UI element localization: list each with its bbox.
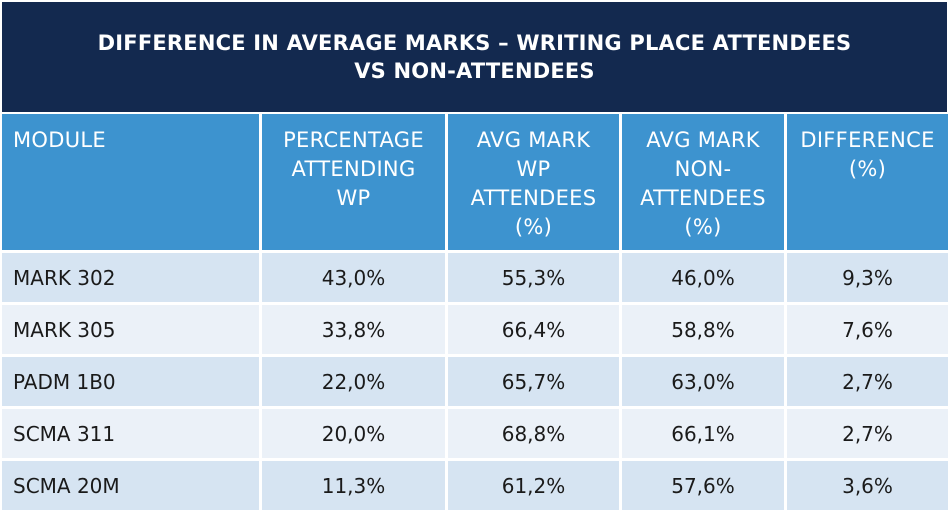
cell-difference: 2,7% [787,357,948,409]
table-row: MARK 305 33,8% 66,4% 58,8% 7,6% [2,305,948,357]
title-bar: DIFFERENCE IN AVERAGE MARKS – WRITING PL… [2,2,947,112]
header-module: MODULE [2,114,262,253]
cell-difference: 3,6% [787,461,948,513]
table-row: MARK 302 43,0% 55,3% 46,0% 9,3% [2,253,948,305]
cell-difference: 9,3% [787,253,948,305]
table-row: SCMA 311 20,0% 68,8% 66,1% 2,7% [2,409,948,461]
header-module-label: MODULE [13,128,106,152]
header-row: MODULE PERCENTAGE ATTENDING WP AVG MARK … [2,114,948,253]
cell-module: MARK 305 [2,305,262,357]
cell-module: MARK 302 [2,253,262,305]
header-difference: DIFFERENCE (%) [787,114,948,253]
cell-avg-mark-attendees: 65,7% [448,357,622,409]
cell-percentage-attending: 11,3% [262,461,448,513]
cell-module: SCMA 311 [2,409,262,461]
header-avg-mark-non-attendees: AVG MARK NON-ATTENDEES (%) [622,114,787,253]
cell-module: SCMA 20M [2,461,262,513]
cell-module: PADM 1B0 [2,357,262,409]
cell-difference: 7,6% [787,305,948,357]
header-avg-mark-non-attendees-label: AVG MARK NON-ATTENDEES (%) [640,128,766,239]
header-difference-label: DIFFERENCE (%) [800,128,935,181]
table-body: MARK 302 43,0% 55,3% 46,0% 9,3% MARK 305… [2,253,948,513]
header-avg-mark-attendees-label: AVG MARK WP ATTENDEES (%) [470,128,597,239]
table-row: SCMA 20M 11,3% 61,2% 57,6% 3,6% [2,461,948,513]
table-header: MODULE PERCENTAGE ATTENDING WP AVG MARK … [2,114,948,253]
cell-avg-mark-non-attendees: 58,8% [622,305,787,357]
cell-percentage-attending: 33,8% [262,305,448,357]
cell-percentage-attending: 43,0% [262,253,448,305]
header-avg-mark-attendees: AVG MARK WP ATTENDEES (%) [448,114,622,253]
table-row: PADM 1B0 22,0% 65,7% 63,0% 2,7% [2,357,948,409]
marks-table: MODULE PERCENTAGE ATTENDING WP AVG MARK … [2,114,948,513]
table-title: DIFFERENCE IN AVERAGE MARKS – WRITING PL… [97,31,852,83]
cell-avg-mark-non-attendees: 46,0% [622,253,787,305]
cell-avg-mark-non-attendees: 63,0% [622,357,787,409]
header-percentage-attending: PERCENTAGE ATTENDING WP [262,114,448,253]
cell-avg-mark-non-attendees: 57,6% [622,461,787,513]
cell-percentage-attending: 22,0% [262,357,448,409]
cell-avg-mark-attendees: 66,4% [448,305,622,357]
cell-avg-mark-attendees: 68,8% [448,409,622,461]
cell-avg-mark-non-attendees: 66,1% [622,409,787,461]
cell-avg-mark-attendees: 61,2% [448,461,622,513]
cell-difference: 2,7% [787,409,948,461]
cell-avg-mark-attendees: 55,3% [448,253,622,305]
cell-percentage-attending: 20,0% [262,409,448,461]
header-percentage-attending-label: PERCENTAGE ATTENDING WP [283,128,424,210]
